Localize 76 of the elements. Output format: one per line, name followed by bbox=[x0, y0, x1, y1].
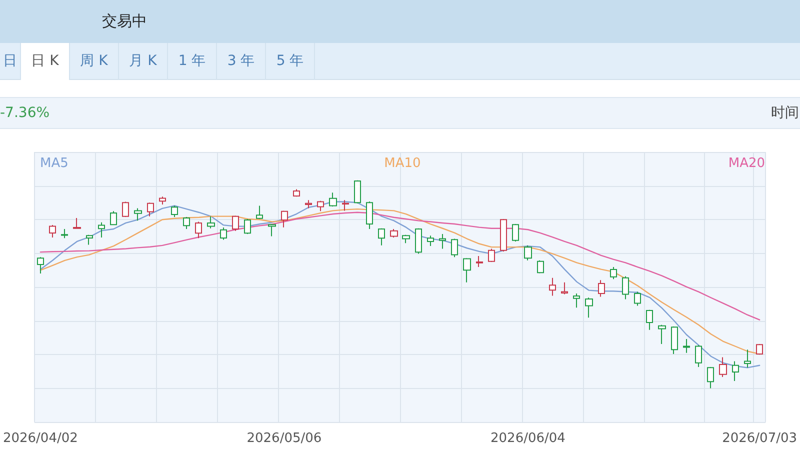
x-tick-label: 2026/06/04 bbox=[490, 431, 566, 446]
candlestick bbox=[451, 238, 458, 258]
candlestick bbox=[524, 244, 532, 261]
candlestick bbox=[476, 256, 483, 268]
candlestick bbox=[49, 224, 56, 238]
candlestick bbox=[171, 205, 178, 218]
candlestick bbox=[378, 228, 385, 246]
candlestick bbox=[183, 216, 190, 230]
x-tick-label: 2026/07/03 bbox=[722, 431, 798, 446]
candlestick bbox=[329, 192, 337, 208]
candlestick bbox=[122, 201, 129, 218]
x-tick-label: 2026/05/06 bbox=[246, 431, 322, 446]
candlestick bbox=[622, 276, 629, 300]
text: -7.36% bbox=[0, 105, 50, 122]
tab[interactable]: 1 年 bbox=[168, 43, 217, 80]
tab[interactable]: 周 K bbox=[70, 43, 119, 80]
candlestick bbox=[537, 260, 544, 274]
candlestick bbox=[671, 326, 678, 354]
candlestick bbox=[305, 200, 312, 209]
candlestick bbox=[585, 297, 593, 318]
text: MA20 bbox=[728, 156, 766, 171]
candlestick bbox=[427, 235, 434, 247]
candlestick bbox=[317, 200, 324, 212]
candlestick bbox=[134, 208, 142, 222]
candlestick bbox=[354, 180, 361, 204]
candlestick bbox=[598, 280, 605, 298]
candlestick bbox=[61, 228, 68, 239]
candlestick bbox=[147, 202, 154, 217]
text: 交易中 bbox=[102, 11, 147, 31]
candlestick bbox=[439, 233, 446, 250]
candlestick bbox=[366, 201, 373, 230]
candlestick bbox=[268, 224, 276, 237]
candlestick bbox=[232, 215, 239, 232]
candlestick bbox=[683, 338, 690, 354]
candlestick bbox=[244, 218, 251, 234]
candlestick bbox=[110, 210, 117, 226]
candlestick bbox=[744, 349, 751, 368]
candlestick bbox=[707, 366, 714, 389]
candlestick bbox=[500, 218, 507, 252]
candlestick bbox=[195, 221, 202, 239]
candlestick bbox=[207, 216, 215, 229]
candlestick bbox=[695, 344, 702, 368]
candlestick bbox=[415, 228, 422, 254]
tab[interactable]: 日 K bbox=[21, 43, 70, 80]
candlestick bbox=[756, 343, 763, 356]
candlestick bbox=[342, 200, 349, 212]
candlestick bbox=[561, 282, 568, 295]
candlestick bbox=[463, 258, 471, 283]
text: 时间 bbox=[771, 105, 799, 122]
candlestick bbox=[390, 228, 398, 238]
candlestick bbox=[634, 291, 641, 306]
candlestick bbox=[573, 292, 580, 308]
candlestick bbox=[159, 196, 166, 205]
candlestick bbox=[37, 256, 44, 274]
tab[interactable]: 5 年 bbox=[266, 43, 315, 80]
candlestick bbox=[610, 266, 617, 280]
candlestick bbox=[281, 210, 288, 228]
candlestick bbox=[402, 234, 410, 244]
candlestick bbox=[732, 360, 739, 382]
candlestick bbox=[220, 227, 227, 240]
candlestick bbox=[293, 188, 300, 198]
candlestick bbox=[256, 205, 263, 220]
candlestick bbox=[73, 217, 81, 229]
candlestick bbox=[86, 234, 93, 246]
candlestick bbox=[98, 222, 105, 238]
candlestick bbox=[488, 248, 495, 263]
tab[interactable]: 3 年 bbox=[217, 43, 266, 80]
candlestick bbox=[646, 309, 653, 330]
candlestick bbox=[512, 224, 519, 242]
tab[interactable]: 月 K bbox=[119, 43, 168, 80]
text: MA10 bbox=[384, 156, 421, 171]
candlestick bbox=[719, 356, 727, 378]
x-tick-label: 2026/04/02 bbox=[2, 431, 78, 446]
candlestick bbox=[658, 324, 666, 344]
text: MA5 bbox=[40, 156, 68, 171]
candlestick bbox=[549, 277, 556, 296]
